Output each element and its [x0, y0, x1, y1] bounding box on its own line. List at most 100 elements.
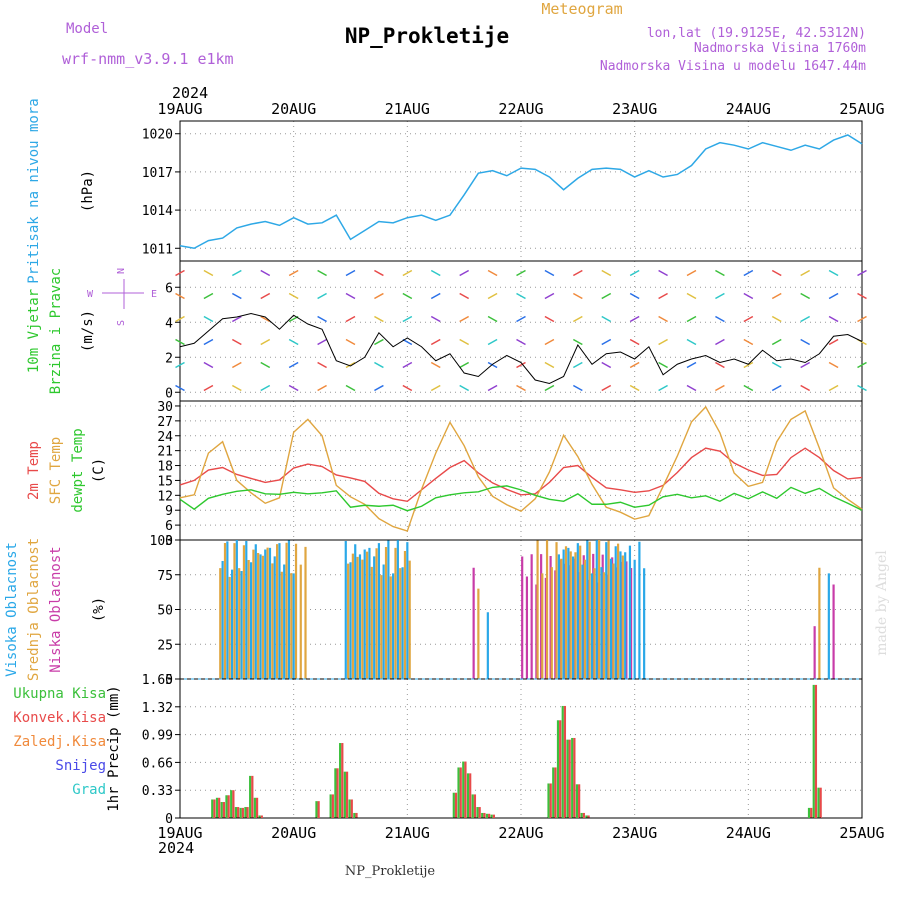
wind-arrow [857, 315, 867, 323]
sfc-temp-line [179, 405, 863, 532]
y-axis-label: SFC Temp [48, 437, 64, 504]
precip-bar-total [556, 720, 560, 818]
precip-bar-total [253, 797, 256, 818]
x-tick-label-top: 22AUG [498, 100, 543, 118]
y-tick-label: 75 [157, 569, 173, 584]
wind-arrow [402, 292, 413, 300]
wind-arrow [800, 338, 811, 346]
wind-arrow [658, 269, 668, 277]
precip-bar-convective [355, 812, 358, 818]
wind-arrow [487, 384, 498, 392]
wind-arrow [658, 292, 668, 300]
footer-station: NP_Prokletije [345, 864, 436, 879]
precip-bar-total [485, 813, 489, 818]
precip-bar-convective [255, 797, 259, 818]
x-tick-label-bottom: 21AUG [385, 824, 430, 842]
precip-bar-total [812, 684, 815, 818]
wind-arrow [828, 338, 839, 346]
wind-arrow [231, 269, 242, 277]
wind-arrow [260, 269, 271, 277]
wind-arrow [544, 361, 555, 369]
wind-arrow [374, 292, 384, 300]
wind-arrow [345, 269, 356, 277]
wind-arrow [601, 361, 612, 369]
wind-arrow [857, 269, 867, 277]
precip-bar-total [215, 797, 219, 818]
precip-bar-total [585, 815, 588, 818]
wind-arrow [629, 315, 640, 323]
wind-arrow [430, 384, 441, 392]
wind-arrow [231, 361, 242, 369]
wind-arrow [743, 361, 754, 369]
wind-arrow [771, 361, 782, 369]
precip-bar-total [580, 812, 583, 818]
precip-bar-convective [218, 797, 221, 818]
precip-bar-convective [251, 775, 254, 818]
wind-arrow [743, 269, 754, 277]
precip-bar-total [220, 801, 223, 818]
precip-bar-convective [549, 783, 552, 818]
wind-arrow [544, 292, 555, 300]
precip-bar-convective [237, 807, 240, 818]
wind-arrow [743, 315, 754, 323]
precip-bar-total [348, 799, 351, 818]
wind-arrow [288, 292, 299, 300]
wind-arrow [544, 315, 555, 323]
y-tick-label: 0 [165, 386, 173, 401]
wind-arrow [317, 269, 327, 277]
wind-arrow [516, 269, 526, 277]
watermark: made by Angel [874, 550, 890, 656]
y-tick-label: 6 [165, 519, 173, 534]
model-altitude: Nadmorska Visina u modelu 1647.44m [600, 59, 866, 74]
y-tick-label: 0 [165, 673, 173, 688]
y-tick-label: 21 [157, 445, 173, 460]
y-tick-label: 0.99 [142, 729, 173, 744]
marks-layer [175, 134, 867, 819]
wind-arrow [743, 338, 754, 346]
precip-legend-item: Konvek.Kisa [13, 710, 106, 726]
precip-bar-total [490, 814, 493, 818]
wind-arrow [374, 269, 384, 277]
precip-bar-convective [241, 807, 244, 818]
wind-arrow [288, 338, 299, 346]
precip-legend-item: Zaledj.Kisa [13, 734, 106, 750]
precip-bar-convective [483, 812, 486, 818]
y-tick-label: 12 [157, 489, 173, 504]
precip-bar-total [230, 790, 233, 818]
wind-arrow [715, 384, 725, 392]
wind-arrow [231, 384, 242, 392]
precip-bar-convective [345, 771, 349, 818]
precip-bar-total [339, 743, 342, 818]
wind-arrow [175, 315, 185, 323]
axes-layer: 1011 1014 1017 1020 Pritisak na nivou mora (h… [4, 98, 885, 842]
precip-bar-convective [559, 720, 562, 818]
y-tick-label: 30 [157, 400, 173, 415]
y-axis-label: Brzina i Pravac [48, 268, 64, 394]
wind-arrow [715, 292, 725, 300]
wind-arrow [828, 269, 839, 277]
y-axis-label: Niska Oblacnost [48, 546, 64, 672]
compass-label: S [116, 320, 127, 326]
wind-arrow [459, 384, 470, 392]
wind-arrow [260, 338, 271, 346]
wind-arrow [175, 269, 185, 277]
y-axis-label: dewpt Temp [70, 428, 86, 512]
wind-arrow [686, 315, 697, 323]
y-axis-label: (hPa) [80, 170, 96, 212]
page-title: NP_Prokletije [345, 24, 509, 48]
wind-arrow [345, 361, 356, 369]
wind-arrow [260, 292, 271, 300]
x-tick-label-bottom: 23AUG [612, 824, 657, 842]
wind-arrow [686, 292, 697, 300]
x-tick-label-bottom: 22AUG [498, 824, 543, 842]
y-tick-label: 6 [165, 281, 173, 296]
wind-arrow [487, 338, 498, 346]
wind-arrow [771, 315, 782, 323]
wind-arrow [203, 384, 214, 392]
precip-bar-convective [810, 807, 813, 818]
compass-label: N [116, 268, 127, 274]
wind-arrow [430, 361, 441, 369]
precip-bar-convective [563, 705, 567, 818]
precip-bar-total [211, 799, 214, 818]
wind-arrow [629, 338, 640, 346]
